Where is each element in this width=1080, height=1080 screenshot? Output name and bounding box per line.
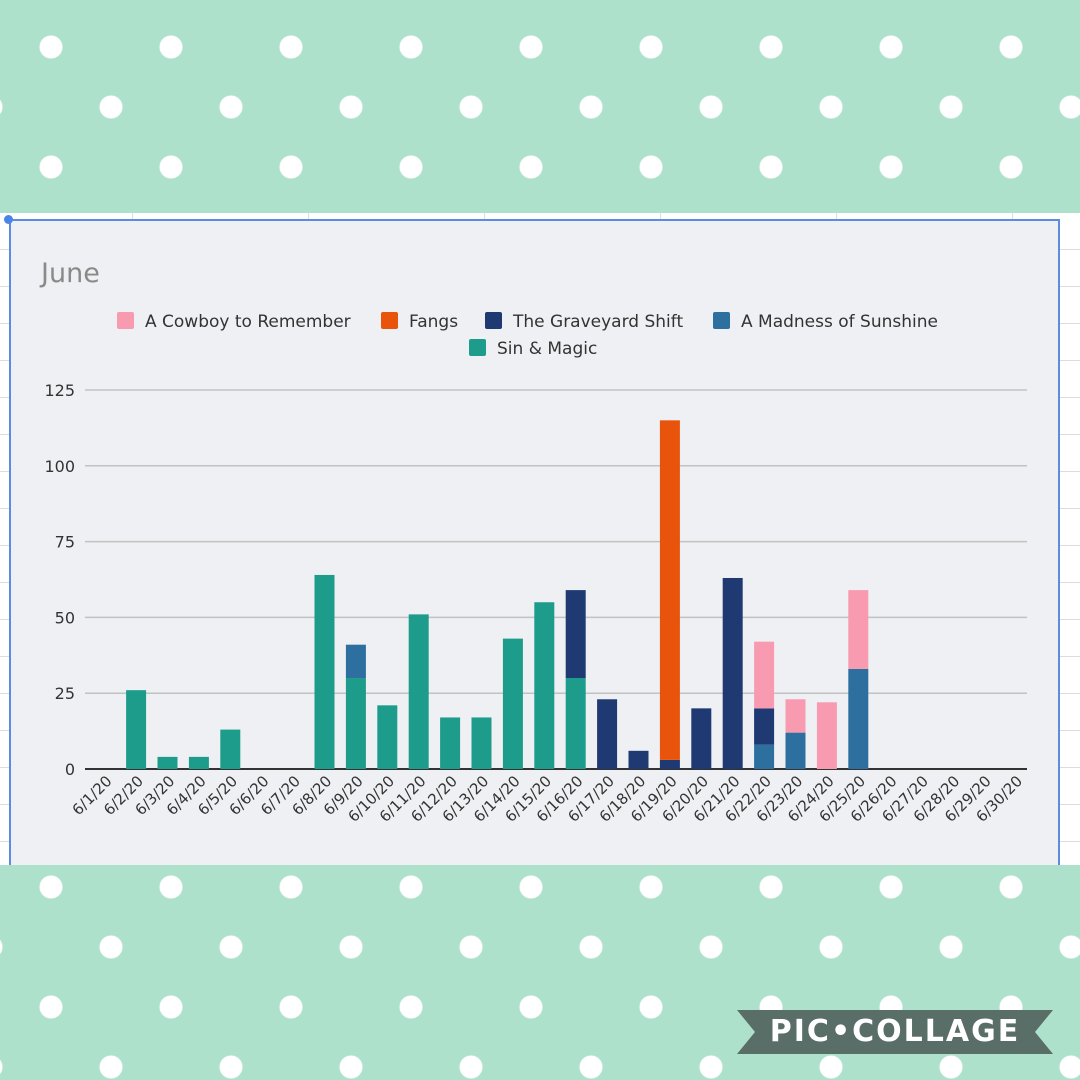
bar-segment <box>408 614 429 769</box>
bar-segment <box>754 708 775 745</box>
bar-segment <box>377 705 398 769</box>
y-tick-label: 75 <box>55 533 75 552</box>
legend-label: A Madness of Sunshine <box>741 312 938 332</box>
watermark-ribbon <box>737 1010 1053 1054</box>
gridlines: 0 25 50 75 100 125 <box>44 381 1027 779</box>
chart-title: June <box>39 258 100 289</box>
pic-collage-watermark: PIC•COLLAGE <box>737 1010 1053 1054</box>
bar-segment <box>565 678 586 769</box>
bar-segment <box>848 590 869 669</box>
bar-segment <box>565 590 586 679</box>
legend: A Cowboy to Remember Fangs The Graveyard S… <box>117 312 938 359</box>
y-tick-label: 50 <box>55 608 75 627</box>
bar-segment <box>754 744 775 769</box>
bar-segment <box>345 644 366 679</box>
legend-label: Fangs <box>409 312 458 332</box>
bar-segment <box>691 708 712 769</box>
bar-segment <box>659 420 680 760</box>
legend-swatch <box>713 312 730 329</box>
bar-segment <box>471 717 492 769</box>
bar-segment <box>597 699 618 769</box>
y-tick-label: 100 <box>44 457 75 476</box>
bar-segment <box>502 638 523 769</box>
y-tick-label: 125 <box>44 381 75 400</box>
y-tick-label: 25 <box>55 684 75 703</box>
bar-segment <box>157 756 178 769</box>
legend-swatch <box>117 312 134 329</box>
watermark-text: PIC•COLLAGE <box>769 1014 1021 1049</box>
bar-segment <box>126 690 147 769</box>
y-tick-label: 0 <box>65 760 75 779</box>
bar-segment <box>722 577 743 769</box>
bar-segment <box>534 602 555 769</box>
legend-swatch <box>485 312 502 329</box>
legend-swatch <box>469 339 486 356</box>
legend-swatch <box>381 312 398 329</box>
bar-segment <box>440 717 461 769</box>
bar-segment <box>314 574 335 769</box>
bar-segment <box>628 750 649 769</box>
bar-segment <box>188 756 209 769</box>
legend-label: A Cowboy to Remember <box>145 312 351 332</box>
legend-label: The Graveyard Shift <box>512 312 683 332</box>
bar-segment <box>659 759 680 769</box>
resize-handle[interactable] <box>4 215 13 224</box>
bar-segment <box>785 699 806 733</box>
bar-segment <box>754 641 775 709</box>
bar-segment <box>345 678 366 769</box>
bar-segment <box>848 668 869 769</box>
x-axis-labels: 6/1/206/2/206/3/206/4/206/5/206/6/206/7/… <box>69 772 1026 826</box>
bar-segment <box>785 732 806 769</box>
bars <box>126 420 869 769</box>
bar-segment <box>816 702 837 769</box>
bar-segment <box>220 729 241 769</box>
legend-label: Sin & Magic <box>497 339 597 359</box>
